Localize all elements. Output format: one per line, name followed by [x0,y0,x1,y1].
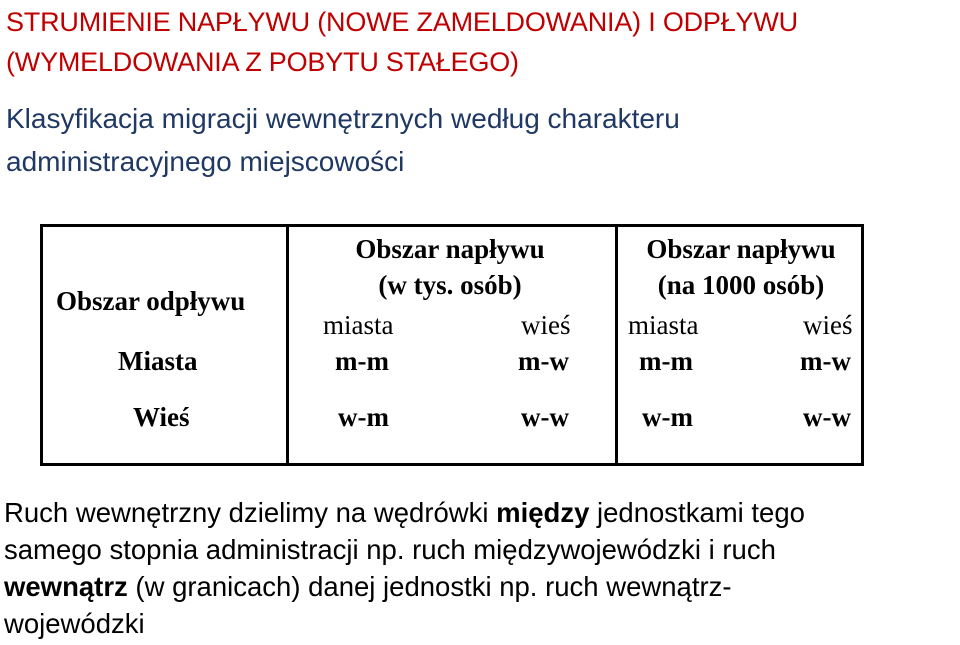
group-header-rate-line-2: (na 1000 osób) [657,270,825,300]
paragraph-line-1: Ruch wewnętrzny dzielimy na wędrówki mię… [4,494,959,531]
table-cell: m-m [639,346,693,376]
paragraph-line-2: samego stopnia administracji np. ruch mi… [4,534,776,565]
corner-label: Obszar odpływu [56,286,246,316]
slide-title-line-2: (WYMELDOWANIA Z POBYTU STAŁEGO) [6,47,519,77]
group-header-absolute: Obszar napływu (w tys. osób) [290,233,610,301]
subheader-village-2: wieś [803,310,853,340]
table-cell: w-w [521,402,569,432]
slide-subtitle-line-2: administracyjnego miejscowości [6,146,405,177]
group-header-rate: Obszar napływu (na 1000 osób) [620,233,862,301]
table-cell: w-m [642,402,693,432]
paragraph-line-4: wojewódzki [4,608,145,639]
paragraph-text: Ruch wewnętrzny dzielimy na wędrówki [4,497,497,528]
migration-table: Obszar odpływu Obszar napływu (w tys. os… [40,224,864,466]
group-header-absolute-line-1: Obszar napływu [355,234,545,264]
subheader-cities-1: miasta [323,310,394,340]
table-divider-2 [615,227,618,463]
paragraph-line-3: wewnątrz (w granicach) danej jednostki n… [4,568,959,605]
table-cell: m-w [518,346,569,376]
slide-title: STRUMIENIE NAPŁYWU (NOWE ZAMELDOWANIA) I… [6,2,956,82]
paragraph-text: jednostkami tego [589,497,805,528]
table-cell: w-m [338,402,389,432]
subheader-village-1: wieś [521,310,571,340]
slide-subtitle: Klasyfikacja migracji wewnętrznych wedłu… [6,97,956,183]
slide-title-line-1: STRUMIENIE NAPŁYWU (NOWE ZAMELDOWANIA) I… [6,7,798,37]
table-cell: m-w [800,346,851,376]
slide-subtitle-line-1: Klasyfikacja migracji wewnętrznych wedłu… [6,103,680,134]
table-divider-1 [286,227,289,463]
emphasis-between: między [496,497,590,528]
row-label-cities: Miasta [118,346,198,376]
table-cell: w-w [803,402,851,432]
subheader-cities-2: miasta [628,310,699,340]
group-header-absolute-line-2: (w tys. osób) [378,270,522,300]
explanation-paragraph: Ruch wewnętrzny dzielimy na wędrówki mię… [4,494,959,642]
group-header-rate-line-1: Obszar napływu [646,234,836,264]
emphasis-within: wewnątrz [4,571,128,602]
row-label-village: Wieś [133,402,190,432]
table-cell: m-m [335,346,389,376]
paragraph-text: (w granicach) danej jednostki np. ruch w… [127,571,732,602]
